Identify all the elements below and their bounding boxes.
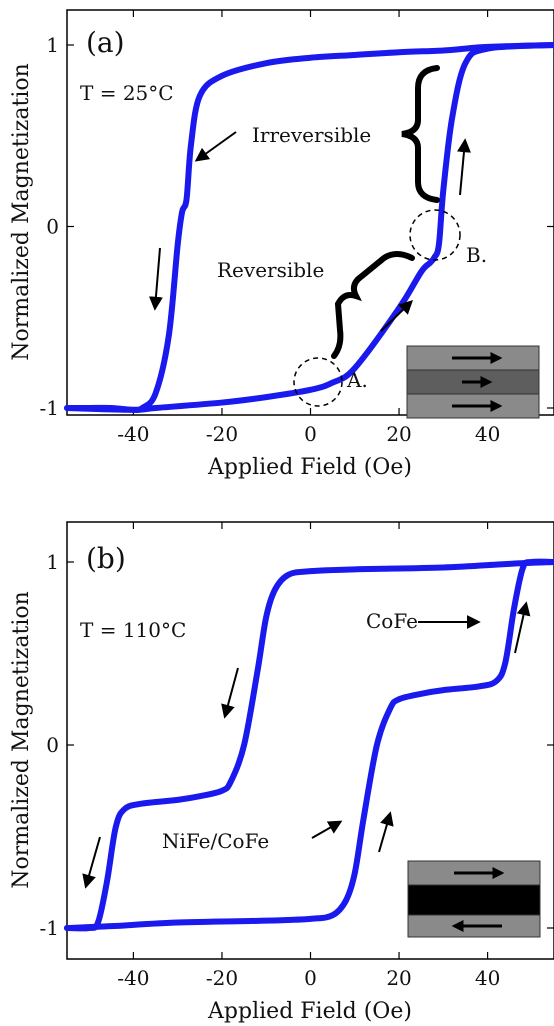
arrow-a-top-left: [194, 131, 237, 162]
arrow-a-up-mid: [380, 300, 414, 332]
brace-reversible: [331, 251, 415, 359]
ticks-b: -40 -20 0 20 40 -1 0 1: [40, 522, 554, 990]
reversible-label: Reversible: [217, 258, 324, 282]
curve-a-ascending: [64, 42, 554, 413]
x-tick-label: 0: [304, 966, 317, 990]
arrow-b-right-up: [514, 601, 531, 654]
circle-point-b: [409, 209, 461, 261]
x-tick-label: 0: [304, 422, 317, 446]
nife-cofe-label: NiFe/CoFe: [162, 829, 269, 853]
point-b-label: B.: [466, 243, 487, 267]
inset-a: [406, 345, 540, 419]
y-tick-label: -1: [40, 396, 59, 420]
x-tick-label: 40: [475, 966, 500, 990]
panel-a: -40 -20 0 20 40 -1 0 1 (a) T = 25°C Irreversibl…: [9, 9, 554, 480]
x-tick-label: -40: [117, 966, 149, 990]
arrow-a-up-right: [456, 138, 471, 196]
cofe-label: CoFe: [366, 609, 418, 633]
x-tick-label: 20: [386, 966, 411, 990]
y-tick-label: 0: [46, 733, 59, 757]
x-tick-label: -20: [206, 422, 238, 446]
x-axis-title-a: Applied Field (Oe): [207, 455, 412, 480]
x-axis-title-b: Applied Field (Oe): [207, 999, 412, 1024]
y-axis-title-b: Normalized Magnetization: [9, 591, 34, 889]
arrow-b-bottom-left-down: [82, 836, 101, 889]
y-tick-label: 0: [46, 215, 59, 239]
brace-irreversible: [401, 65, 440, 203]
arrow-nife-cofe-pointer: [311, 820, 343, 839]
panel-label-b: (b): [86, 542, 126, 575]
y-tick-label: 1: [46, 33, 59, 57]
irreversible-label: Irreversible: [252, 123, 371, 147]
arrow-a-down-left: [148, 247, 163, 311]
x-tick-label: 20: [386, 422, 411, 446]
curve-b-ascending: [64, 558, 554, 931]
y-axis-title-a: Normalized Magnetization: [9, 63, 34, 361]
ticks-a: -40 -20 0 20 40 -1 0 1: [40, 10, 554, 446]
curve-b-descending: [64, 559, 554, 932]
point-a-label: A.: [346, 368, 368, 392]
x-tick-label: -20: [206, 966, 238, 990]
inset-b: [407, 860, 541, 938]
y-tick-label: -1: [40, 916, 59, 940]
temperature-label-a: T = 25°C: [80, 81, 174, 105]
temperature-label-b: T = 110°C: [80, 618, 186, 642]
x-tick-label: 40: [475, 422, 500, 446]
arrow-b-mid-up: [378, 811, 394, 853]
x-tick-label: -40: [117, 422, 149, 446]
circle-point-a: [293, 357, 343, 407]
y-tick-label: 1: [46, 550, 59, 574]
panel-label-a: (a): [86, 26, 125, 59]
panel-b: -40 -20 0 20 40 -1 0 1 (b) T = 110°C CoFe NiFe/…: [9, 521, 554, 1024]
inset-b-middle-layer: [407, 884, 541, 916]
arrow-b-top-down: [221, 667, 239, 719]
